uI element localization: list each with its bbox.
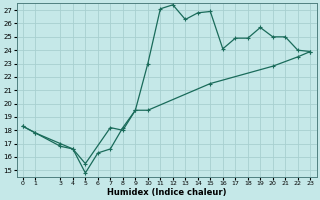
X-axis label: Humidex (Indice chaleur): Humidex (Indice chaleur) xyxy=(107,188,226,197)
